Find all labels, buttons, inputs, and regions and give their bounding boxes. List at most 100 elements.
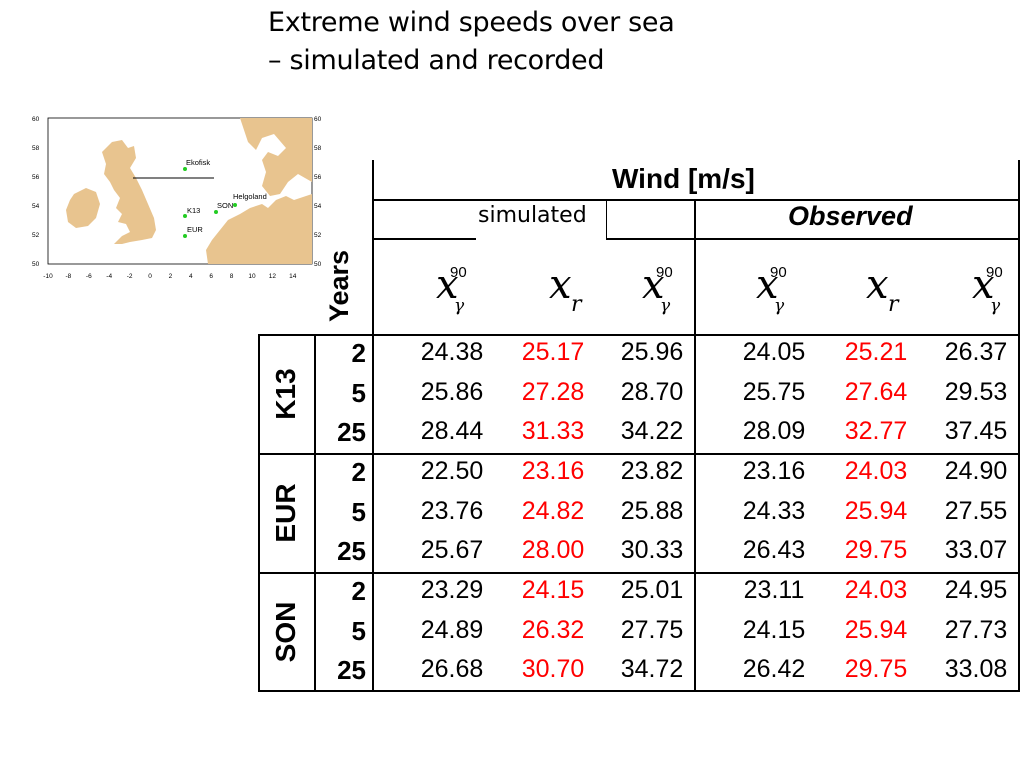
symbol-x: x (972, 262, 995, 308)
grid-line (694, 200, 696, 692)
table-cell: 26.32 (521, 615, 585, 644)
slide-title: Extreme wind speeds over sea – simulated… (268, 4, 675, 80)
table-cell: 23.16 (742, 457, 806, 485)
subscript-gamma: γ (774, 296, 785, 316)
table-cell: 25.17 (521, 338, 585, 366)
table-cell: 27.55 (944, 496, 1008, 525)
subscript-gamma: γ (660, 296, 671, 316)
return-period-years: 5 (351, 496, 366, 527)
longitude-label: 4 (189, 273, 193, 280)
table-cell: 24.89 (420, 615, 484, 644)
station-label-helgoland: Helgoland (233, 192, 267, 201)
return-period-years: 2 (351, 576, 366, 606)
table-cell: 28.09 (742, 417, 806, 445)
return-period-years: 5 (351, 377, 366, 408)
station-markers (183, 167, 237, 238)
land-areas (66, 118, 312, 264)
station-label-ekofisk: Ekofisk (186, 158, 210, 167)
latitude-label: 56 (314, 174, 322, 181)
symbol-x: x (549, 262, 572, 308)
header-observed: Observed (788, 201, 913, 231)
latitude-label: 54 (314, 203, 322, 210)
table-cell: 28.70 (620, 377, 684, 406)
grid-line (606, 200, 607, 240)
grid-line (606, 238, 1020, 240)
table-cell: 24.03 (844, 576, 908, 604)
latitude-label: 58 (32, 145, 40, 152)
table-cell: 29.75 (844, 536, 908, 564)
table-cell: 26.42 (742, 655, 806, 683)
table-cell: 24.33 (742, 496, 806, 525)
latitude-label: 50 (32, 261, 40, 268)
grid-line (258, 335, 260, 692)
latitude-label: 58 (314, 145, 322, 152)
station-label-eur: EUR (187, 225, 203, 234)
longitude-label: 2 (169, 273, 173, 280)
longitude-label: -2 (127, 273, 133, 280)
table-cell: 24.82 (521, 496, 585, 525)
symbol-x: x (642, 262, 665, 308)
grid-line (258, 334, 1020, 336)
longitude-label: 14 (289, 273, 297, 280)
latitude-label: 52 (314, 232, 322, 239)
station-dot-son (214, 210, 218, 214)
table-cell: 24.05 (742, 338, 806, 366)
longitude-labels: -10 -8 -6 -4 -2 0 2 4 6 8 10 12 14 (43, 273, 297, 280)
symbol-x: x (866, 262, 889, 308)
station-dot-helgoland (233, 203, 237, 207)
latitude-label: 56 (32, 174, 40, 181)
header-wind: Wind [m/s] (612, 163, 755, 194)
latitude-label: 50 (314, 261, 322, 268)
return-period-years: 2 (351, 338, 366, 368)
table-cell: 23.76 (420, 496, 484, 525)
table-cell: 28.44 (420, 417, 484, 445)
longitude-label: -8 (66, 273, 72, 280)
table-cell: 34.72 (620, 655, 684, 683)
table-cell: 26.43 (742, 536, 806, 564)
longitude-label: 0 (148, 273, 152, 280)
table-cell: 29.53 (944, 377, 1008, 406)
latitude-labels: 60 60 58 58 56 56 54 54 52 52 50 50 (32, 116, 322, 268)
table-cell: 25.96 (620, 338, 684, 366)
station-dot-k13 (183, 214, 187, 218)
table-cell: 25.94 (844, 615, 908, 644)
header-years: Years (324, 249, 354, 323)
longitude-label: 8 (230, 273, 234, 280)
superscript-90: 90 (656, 264, 673, 281)
symbol-x: x (436, 262, 459, 308)
table-cell: 25.21 (844, 338, 908, 366)
table-cell: 28.00 (521, 536, 585, 564)
table-cell: 30.70 (521, 655, 585, 683)
table-cell: 23.11 (743, 576, 805, 604)
longitude-label: 12 (269, 273, 277, 280)
superscript-90: 90 (986, 264, 1003, 281)
table-cell: 33.07 (944, 536, 1008, 564)
table-cell: 24.95 (944, 576, 1008, 604)
table-cell: 24.38 (420, 338, 484, 366)
return-period-years: 5 (351, 615, 366, 646)
table-cell: 24.03 (844, 457, 908, 485)
table-cell: 26.37 (944, 338, 1008, 366)
table-cell: 25.86 (420, 377, 484, 406)
table-cell: 27.64 (844, 377, 908, 406)
table-cell: 22.50 (420, 457, 484, 485)
station-label-k13: K13 (187, 206, 200, 215)
subscript-r: r (888, 292, 899, 317)
table-cell: 27.73 (944, 615, 1008, 644)
longitude-label: 10 (248, 273, 256, 280)
grid-line (258, 453, 1020, 455)
table-cell: 27.28 (521, 377, 585, 406)
latitude-label: 60 (314, 116, 322, 123)
site-label-son: SON (270, 601, 301, 663)
table-cell: 37.45 (944, 417, 1008, 445)
table-cell: 25.01 (620, 576, 684, 604)
latitude-label: 52 (32, 232, 40, 239)
table-cell: 30.33 (620, 536, 684, 564)
longitude-label: -4 (106, 273, 112, 280)
latitude-label: 60 (32, 116, 40, 123)
return-period-years: 25 (337, 536, 366, 566)
table-cell: 24.90 (944, 457, 1008, 485)
table-cell: 23.82 (620, 457, 684, 485)
table-cell: 32.77 (844, 417, 908, 445)
